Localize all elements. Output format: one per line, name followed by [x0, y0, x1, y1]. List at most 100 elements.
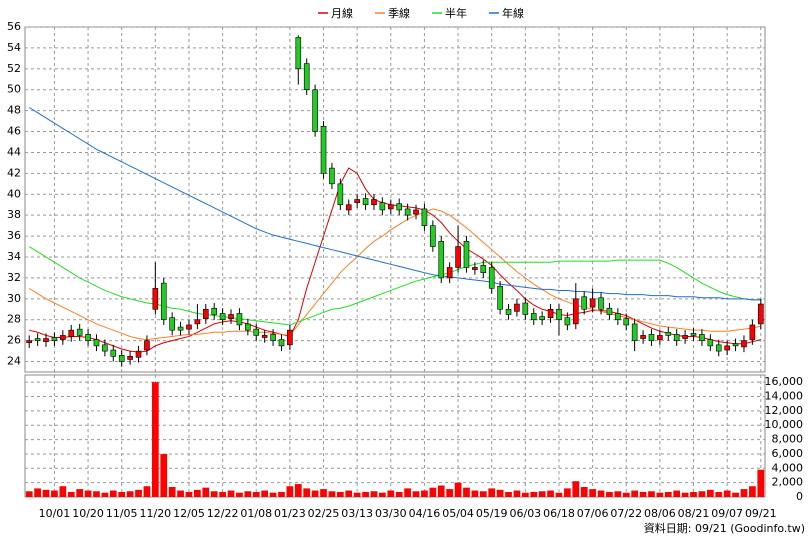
volume-bar — [681, 492, 689, 497]
volume-bar — [336, 491, 344, 497]
volume-bar — [429, 487, 437, 497]
volume-bar — [572, 481, 580, 497]
candle-body — [707, 339, 714, 347]
candle-body — [598, 297, 604, 310]
candle-body — [564, 317, 571, 326]
y2-tick-label: 8,000 — [772, 433, 804, 446]
volume-bar — [320, 489, 327, 497]
legend-label: 月線 — [331, 6, 353, 20]
volume-bar — [757, 469, 765, 497]
volume-bar — [160, 453, 168, 497]
y-tick-label: 54 — [7, 41, 21, 54]
volume-bar — [664, 491, 672, 497]
y-tick-label: 48 — [7, 104, 21, 117]
volume-bar — [547, 490, 554, 497]
candle-body — [194, 319, 201, 325]
volume-bar — [84, 490, 92, 497]
volume-bar — [227, 490, 235, 497]
candle-body — [270, 334, 276, 341]
volume-bar — [488, 488, 496, 497]
x-tick-label: 09/21 — [745, 507, 777, 520]
y2-tick-label: 14,000 — [765, 390, 804, 403]
candle-body — [329, 167, 335, 185]
x-tick-label: 12/05 — [173, 507, 205, 520]
volume-bar — [236, 492, 243, 497]
volume-panel — [24, 374, 766, 498]
volume-bar — [521, 492, 529, 497]
candle-body — [421, 208, 428, 226]
candle-body — [497, 285, 503, 310]
y-tick-label: 30 — [7, 292, 21, 305]
volume-bar — [564, 488, 571, 497]
candle-body — [93, 339, 100, 347]
x-tick-label: 10/20 — [72, 507, 104, 520]
y2-tick-label: 4,000 — [772, 461, 804, 474]
price-panel — [24, 26, 766, 373]
ma-line — [29, 167, 761, 353]
volume-bar — [59, 486, 67, 497]
candle-body — [615, 313, 621, 321]
volume-bar — [286, 486, 294, 497]
volume-bar — [370, 491, 378, 497]
volume-bar — [202, 487, 210, 497]
x-tick-label: 05/19 — [476, 507, 508, 520]
candle-body — [135, 350, 142, 358]
candle-body — [362, 198, 369, 206]
y-tick-label: 38 — [7, 208, 21, 221]
volume-bar — [51, 490, 58, 497]
candle-body — [673, 334, 680, 341]
candle-body — [488, 267, 495, 289]
x-tick-label: 10/01 — [39, 507, 71, 520]
volume-bar — [194, 489, 201, 497]
candle-body — [404, 208, 411, 216]
candle-body — [186, 324, 192, 330]
volume-bar — [412, 491, 420, 497]
volume-bar — [404, 488, 411, 497]
x-tick-label: 06/03 — [509, 507, 541, 520]
volume-bar — [732, 492, 739, 497]
y-tick-label: 34 — [7, 250, 21, 263]
y-tick-label: 56 — [7, 20, 21, 33]
candle-body — [732, 343, 739, 347]
y-tick-label: 26 — [7, 334, 21, 347]
volume-bar — [109, 490, 117, 497]
volume-bar — [76, 489, 84, 497]
volume-bar — [706, 489, 714, 497]
candle-body — [514, 303, 520, 312]
candle-body — [228, 314, 234, 319]
x-tick-label: 04/16 — [409, 507, 441, 520]
candle-body — [127, 356, 133, 360]
y2-tick-label: 12,000 — [765, 404, 804, 417]
volume-bar — [261, 490, 269, 497]
volume-bar — [379, 492, 386, 497]
volume-bar — [151, 382, 159, 497]
candle-body — [320, 126, 327, 174]
volume-bar — [673, 490, 681, 497]
candle-body — [110, 349, 117, 357]
volume-bar — [126, 491, 134, 497]
volume-bar — [118, 491, 126, 497]
candle-body — [715, 344, 722, 352]
candle-body — [295, 37, 302, 70]
x-tick-label: 03/13 — [341, 507, 373, 520]
volume-bar — [278, 491, 285, 497]
x-tick-label: 08/21 — [678, 507, 710, 520]
volume-bar — [555, 492, 563, 497]
candle-body — [589, 298, 596, 308]
candle-body — [245, 323, 251, 331]
volume-bar — [219, 491, 226, 497]
volume-bar — [421, 490, 428, 497]
x-tick-label: 01/08 — [240, 507, 272, 520]
x-tick-label: 07/22 — [610, 507, 642, 520]
candle-body — [539, 316, 545, 321]
volume-bar — [479, 491, 487, 497]
y-tick-label: 46 — [7, 125, 21, 138]
candle-body — [102, 344, 108, 352]
volume-bar — [580, 486, 588, 497]
volume-bar — [185, 491, 193, 497]
candle-body — [354, 199, 360, 203]
candle-body — [413, 209, 419, 215]
candle-body — [396, 203, 403, 211]
candle-body — [387, 204, 394, 210]
candle-body — [26, 340, 33, 344]
